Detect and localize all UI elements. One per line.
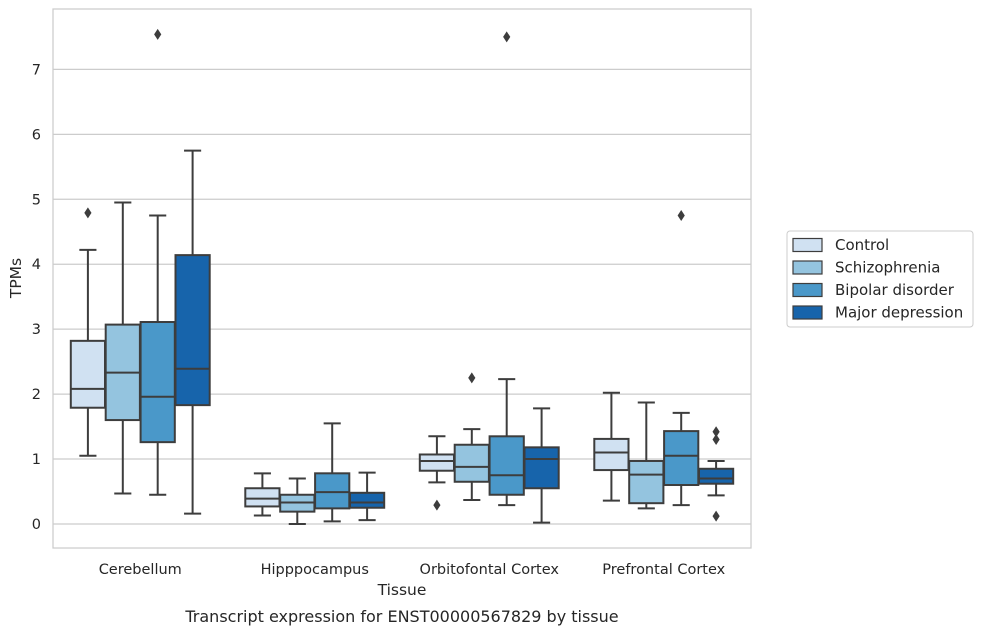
y-tick-label: 7: [32, 62, 41, 78]
outlier-point: [84, 207, 92, 219]
legend-frame: [786, 230, 974, 328]
box-group: [244, 472, 281, 517]
x-tick-label: Orbitofontal Cortex: [420, 562, 560, 578]
legend-swatch: [792, 260, 823, 275]
series-group: [69, 207, 630, 517]
legend-label: Control: [835, 236, 889, 254]
box: [418, 453, 456, 472]
legend: Control Schizophrenia Bipolar disorder Majo…: [786, 230, 974, 328]
series-group: [104, 201, 665, 525]
series-group: [139, 28, 700, 523]
box: [697, 467, 735, 485]
y-axis-ticks: 0 1 2 3 4 5 6 7: [32, 62, 41, 533]
legend-swatch: [792, 237, 823, 253]
box: [453, 443, 490, 483]
box: [314, 472, 351, 510]
x-axis-label: Tissue: [377, 581, 427, 599]
y-axis-label: TPMs: [7, 258, 25, 299]
box: [663, 430, 700, 487]
x-tick-label: Hipppocampus: [261, 562, 369, 578]
outlier-point: [712, 426, 720, 438]
series-group: [174, 149, 735, 524]
outlier-point: [468, 372, 476, 384]
box-series: [69, 28, 735, 525]
box-group: [418, 435, 456, 511]
y-tick-label: 5: [32, 192, 41, 208]
plot-area-frame: [52, 8, 752, 549]
y-tick-label: 3: [32, 322, 41, 338]
y-tick-label: 6: [32, 127, 41, 143]
x-tick-label: Cerebellum: [99, 562, 182, 578]
box: [69, 339, 107, 409]
box-group: [453, 372, 490, 501]
box-group: [488, 31, 525, 507]
x-axis-ticks: Cerebellum Hipppocampus Orbitofontal Corte…: [99, 562, 726, 578]
outlier-point: [677, 210, 685, 222]
box-group: [139, 28, 176, 496]
box-group: [663, 210, 700, 507]
box-group: [348, 471, 386, 522]
y-tick-label: 2: [32, 387, 41, 403]
legend-label: Schizophrenia: [835, 259, 940, 277]
x-tick-label: Prefrontal Cortex: [602, 562, 725, 578]
box: [348, 491, 386, 509]
box: [244, 487, 281, 508]
box-group: [628, 401, 665, 510]
y-tick-label: 4: [32, 257, 41, 273]
outlier-point: [433, 499, 441, 511]
box-group: [174, 149, 211, 515]
legend-label: Bipolar disorder: [835, 281, 955, 299]
box-group: [593, 391, 630, 502]
outlier-point: [712, 510, 720, 522]
box: [628, 459, 665, 505]
outlier-point: [503, 31, 511, 43]
box-group: [279, 477, 316, 525]
outlier-point: [154, 28, 162, 40]
chart-caption: Transcript expression for ENST0000056782…: [184, 607, 618, 626]
box-group: [104, 201, 141, 495]
box: [488, 435, 525, 496]
legend-swatch: [792, 282, 823, 298]
box-group: [697, 426, 735, 522]
y-tick-label: 0: [32, 517, 41, 533]
box: [174, 254, 211, 407]
box: [523, 446, 560, 490]
box-group: [314, 422, 351, 523]
box-group: [523, 407, 560, 524]
box: [139, 321, 176, 444]
box-group: [69, 207, 107, 457]
box: [593, 437, 630, 472]
y-tick-label: 1: [32, 452, 41, 468]
legend-swatch: [792, 305, 823, 320]
legend-label: Major depression: [835, 304, 963, 322]
outlier-point: [712, 434, 720, 446]
